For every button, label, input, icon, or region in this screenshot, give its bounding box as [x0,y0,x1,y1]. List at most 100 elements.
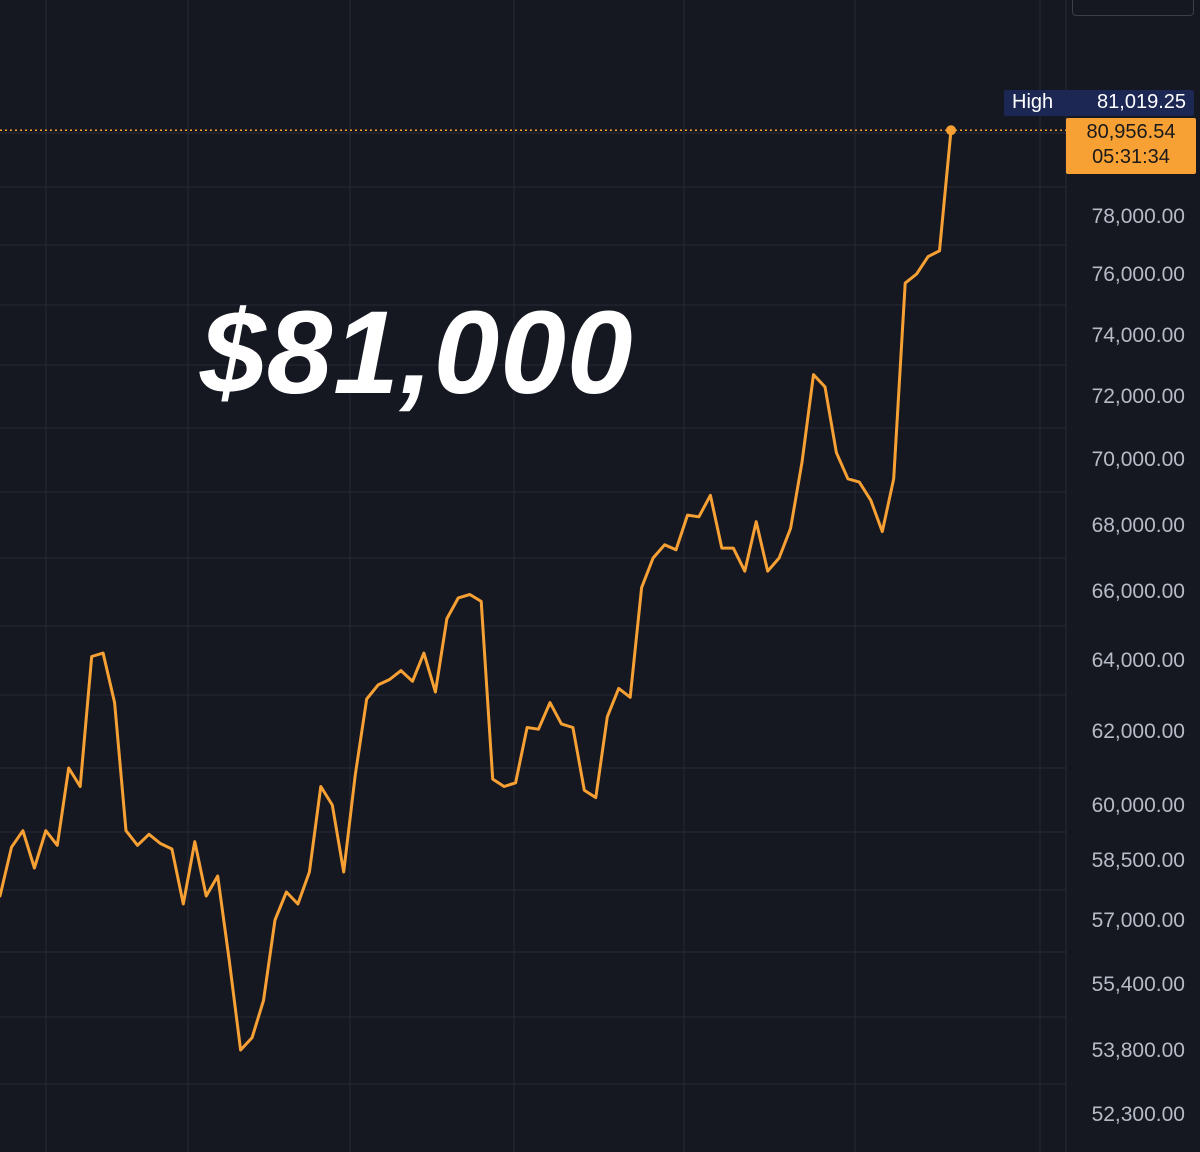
price-point [148,833,151,836]
price-point [102,652,105,655]
y-axis-labels: 52,300.00 53,800.00 55,400.00 57,000.00 58,5… [1092,205,1185,1126]
last-price-dot[interactable] [946,125,956,136]
chart-control-button[interactable] [1072,0,1194,16]
y-tick-label: 62,000.00 [1092,720,1185,743]
price-point [835,451,838,454]
price-point [537,728,540,731]
last-price-value: 80,956.54 [1086,121,1176,143]
price-point [445,617,448,620]
price-point [125,829,128,832]
y-tick-label: 52,300.00 [1092,1103,1185,1126]
price-point [296,903,299,906]
y-tick-label: 68,000.00 [1092,514,1185,537]
price-point [159,842,162,845]
price-point [491,778,494,781]
price-point [342,871,345,874]
price-point [170,848,173,851]
vertical-gridlines [45,0,1041,1152]
price-point [262,999,265,1002]
price-point [113,701,116,704]
last-price-tag: 80,956.54 05:31:34 [1066,118,1196,174]
price-point [686,514,689,517]
price-point [44,829,47,832]
y-tick-label: 76,000.00 [1092,263,1185,286]
price-point [274,919,277,922]
price-point [514,781,517,784]
price-point [789,527,792,530]
price-point [388,678,391,681]
price-point [938,249,941,252]
price-point [434,691,437,694]
price-point [365,698,368,701]
price-point [652,557,655,560]
price-point [663,543,666,546]
price-point [331,804,334,807]
price-point [640,586,643,589]
price-point [812,373,815,376]
price-point [617,687,620,690]
price-point [709,494,712,497]
price-point [904,282,907,285]
price-point [205,895,208,898]
price-point [560,722,563,725]
price-point [549,701,552,704]
price-point [629,696,632,699]
y-tick-label: 66,000.00 [1092,580,1185,603]
price-point [67,767,70,770]
y-tick-label: 55,400.00 [1092,973,1185,996]
price-point [308,871,311,874]
y-tick-label: 78,000.00 [1092,205,1185,228]
price-point [846,477,849,480]
price-point [503,785,506,788]
price-point [915,273,918,276]
price-point [400,669,403,672]
price-point [675,548,678,551]
price-point [594,796,597,799]
price-point [824,385,827,388]
price-point [21,829,24,832]
price-point [468,593,471,596]
price-point [285,891,288,894]
y-tick-label: 57,000.00 [1092,909,1185,932]
price-point [732,547,735,550]
price-point [411,680,414,683]
price-point [228,959,231,962]
high-tag: High 81,019.25 [1004,90,1194,116]
y-tick-label: 72,000.00 [1092,385,1185,408]
price-point [56,844,59,847]
price-point [526,726,529,729]
price-point [354,774,357,777]
price-point [216,875,219,878]
price-point [583,789,586,792]
y-tick-label: 60,000.00 [1092,794,1185,817]
high-tag-label: High [1012,91,1054,113]
price-point [697,515,700,518]
candle-countdown-timer: 05:31:34 [1092,146,1170,168]
price-point [755,520,758,523]
price-line[interactable] [0,128,953,1052]
price-point [33,867,36,870]
price-point [79,785,82,788]
y-tick-label: 53,800.00 [1092,1039,1185,1062]
price-point [571,726,574,729]
price-points [0,129,953,1052]
price-point [377,683,380,686]
y-tick-label: 64,000.00 [1092,649,1185,672]
price-point [422,652,425,655]
price-point [743,570,746,573]
price-point [136,844,139,847]
y-tick-label: 74,000.00 [1092,324,1185,347]
price-point [319,785,322,788]
price-point [720,547,723,550]
price-point [778,557,781,560]
price-point [606,715,609,718]
price-point [801,461,804,464]
price-point [858,481,861,484]
price-point [251,1036,254,1039]
price-point [457,596,460,599]
price-point [480,600,483,603]
horizontal-gridlines [0,132,1066,1085]
price-point [892,477,895,480]
price-point [90,655,93,658]
